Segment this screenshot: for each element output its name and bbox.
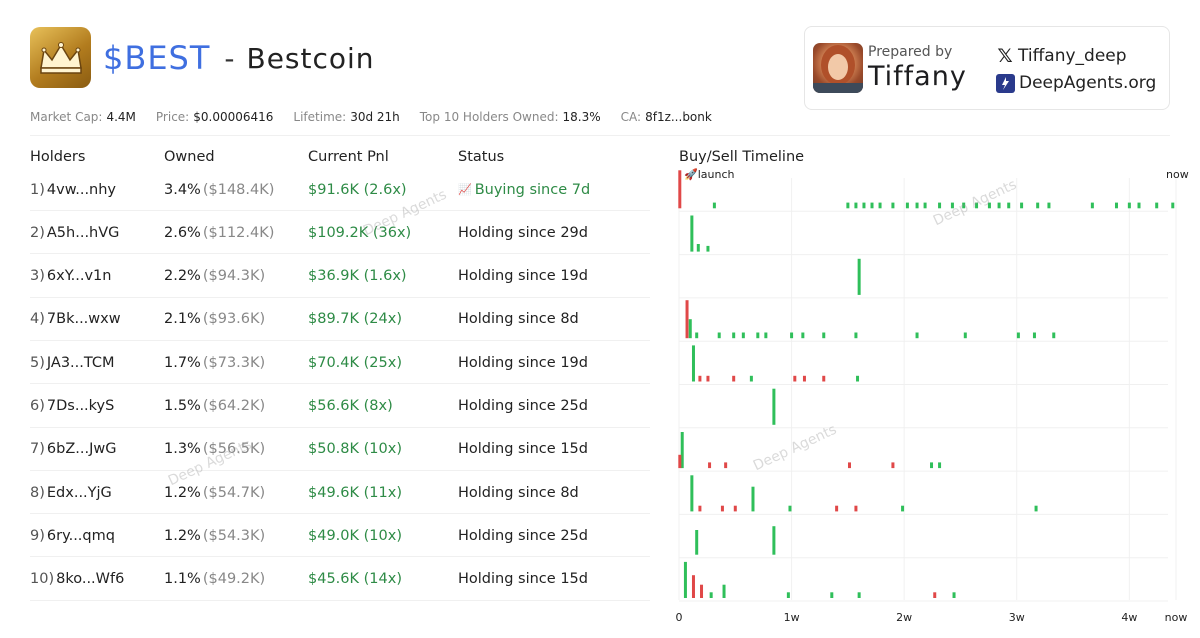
buy-mark	[862, 203, 865, 209]
buy-mark	[697, 244, 700, 252]
buy-mark	[772, 526, 775, 555]
sell-mark	[835, 506, 838, 512]
buy-mark	[924, 203, 927, 209]
sell-mark	[734, 506, 737, 512]
buy-mark	[690, 475, 693, 511]
buy-mark	[684, 562, 687, 598]
x-tick-label: 2w	[896, 611, 912, 624]
buy-mark	[801, 333, 804, 339]
buy-mark	[790, 333, 793, 339]
buy-mark	[830, 592, 833, 598]
buy-mark	[1047, 203, 1050, 209]
sell-mark	[686, 300, 689, 338]
buy-mark	[879, 203, 882, 209]
sell-mark	[706, 376, 709, 382]
buy-mark	[710, 592, 713, 598]
sell-mark	[891, 462, 894, 468]
buy-mark	[788, 506, 791, 512]
buy-mark	[906, 203, 909, 209]
buy-mark	[764, 333, 767, 339]
buy-mark	[692, 345, 695, 381]
buy-mark	[858, 592, 861, 598]
sell-mark	[700, 585, 703, 598]
buy-mark	[706, 246, 709, 252]
buy-mark	[998, 203, 1001, 209]
sell-mark	[692, 575, 695, 598]
buy-mark	[742, 333, 745, 339]
buy-mark	[938, 462, 941, 468]
buy-mark	[732, 333, 735, 339]
buy-mark	[916, 203, 919, 209]
buy-mark	[988, 203, 991, 209]
sell-mark	[678, 455, 681, 468]
buy-mark	[1033, 333, 1036, 339]
sell-mark	[803, 376, 806, 382]
buy-mark	[756, 333, 759, 339]
buy-mark	[695, 530, 698, 555]
buy-mark	[951, 203, 954, 209]
buy-mark	[854, 333, 857, 339]
buy-mark	[854, 203, 857, 209]
buy-mark	[916, 333, 919, 339]
sell-mark	[721, 506, 724, 512]
buy-mark	[930, 462, 933, 468]
buy-mark	[772, 389, 775, 425]
buy-mark	[1036, 203, 1039, 209]
buy-mark	[1171, 203, 1174, 209]
buy-mark	[1007, 203, 1010, 209]
buy-mark	[1091, 203, 1094, 209]
buy-mark	[690, 216, 693, 252]
buy-mark	[953, 592, 956, 598]
sell-mark	[698, 376, 701, 382]
buy-mark	[1017, 333, 1020, 339]
sell-mark	[708, 462, 711, 468]
sell-mark	[854, 506, 857, 512]
buy-mark	[858, 259, 861, 295]
buy-mark	[891, 203, 894, 209]
sell-mark	[678, 170, 681, 208]
buy-mark	[723, 585, 726, 598]
buy-mark	[695, 333, 698, 339]
buy-mark	[689, 319, 692, 338]
x-tick-label: 3w	[1009, 611, 1025, 624]
x-tick-label: 4w	[1121, 611, 1137, 624]
buy-mark	[901, 506, 904, 512]
buy-mark	[856, 376, 859, 382]
sell-mark	[848, 462, 851, 468]
buy-mark	[1020, 203, 1023, 209]
x-tick-label: 0	[676, 611, 683, 624]
buy-mark	[1138, 203, 1141, 209]
buy-mark	[1052, 333, 1055, 339]
sell-mark	[822, 376, 825, 382]
x-tick-label: 1w	[784, 611, 800, 624]
buy-mark	[1035, 506, 1038, 512]
buy-mark	[787, 592, 790, 598]
buy-mark	[718, 333, 721, 339]
buy-mark	[871, 203, 874, 209]
buy-mark	[846, 203, 849, 209]
buy-mark	[1155, 203, 1158, 209]
buy-mark	[975, 203, 978, 209]
buy-mark	[750, 376, 753, 382]
buy-mark	[938, 203, 941, 209]
buy-mark	[822, 333, 825, 339]
x-tick-label: now	[1165, 611, 1188, 624]
sell-mark	[732, 376, 735, 382]
buy-mark	[751, 487, 754, 512]
buy-mark	[1115, 203, 1118, 209]
sell-mark	[933, 592, 936, 598]
buy-mark	[964, 333, 967, 339]
sell-mark	[793, 376, 796, 382]
buy-mark	[962, 203, 965, 209]
buy-mark	[1128, 203, 1131, 209]
sell-mark	[724, 462, 727, 468]
sell-mark	[698, 506, 701, 512]
buy-mark	[713, 203, 716, 209]
